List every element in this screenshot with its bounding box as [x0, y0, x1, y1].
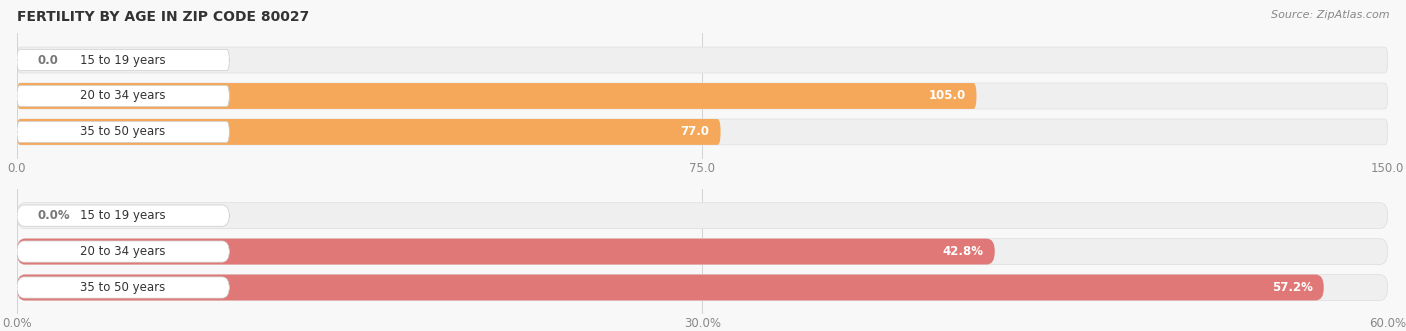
- Text: 77.0: 77.0: [681, 125, 710, 138]
- FancyBboxPatch shape: [17, 47, 1388, 73]
- FancyBboxPatch shape: [17, 239, 1388, 264]
- FancyBboxPatch shape: [17, 83, 976, 109]
- FancyBboxPatch shape: [17, 203, 1388, 229]
- Text: 57.2%: 57.2%: [1272, 281, 1313, 294]
- FancyBboxPatch shape: [17, 277, 229, 298]
- FancyBboxPatch shape: [17, 83, 1388, 109]
- Text: 15 to 19 years: 15 to 19 years: [80, 54, 166, 67]
- Text: FERTILITY BY AGE IN ZIP CODE 80027: FERTILITY BY AGE IN ZIP CODE 80027: [17, 10, 309, 24]
- Text: Source: ZipAtlas.com: Source: ZipAtlas.com: [1271, 10, 1389, 20]
- Text: 35 to 50 years: 35 to 50 years: [80, 281, 166, 294]
- FancyBboxPatch shape: [17, 119, 1388, 145]
- Text: 42.8%: 42.8%: [943, 245, 984, 258]
- Text: 35 to 50 years: 35 to 50 years: [80, 125, 166, 138]
- Text: 15 to 19 years: 15 to 19 years: [80, 209, 166, 222]
- Text: 0.0: 0.0: [38, 54, 58, 67]
- FancyBboxPatch shape: [17, 274, 1324, 301]
- Text: 20 to 34 years: 20 to 34 years: [80, 245, 166, 258]
- FancyBboxPatch shape: [17, 49, 229, 71]
- FancyBboxPatch shape: [17, 274, 1388, 301]
- Text: 20 to 34 years: 20 to 34 years: [80, 89, 166, 103]
- FancyBboxPatch shape: [17, 241, 229, 262]
- FancyBboxPatch shape: [17, 121, 229, 143]
- FancyBboxPatch shape: [17, 205, 229, 226]
- FancyBboxPatch shape: [17, 85, 229, 107]
- FancyBboxPatch shape: [17, 119, 720, 145]
- Text: 105.0: 105.0: [928, 89, 966, 103]
- FancyBboxPatch shape: [17, 239, 994, 264]
- Text: 0.0%: 0.0%: [38, 209, 70, 222]
